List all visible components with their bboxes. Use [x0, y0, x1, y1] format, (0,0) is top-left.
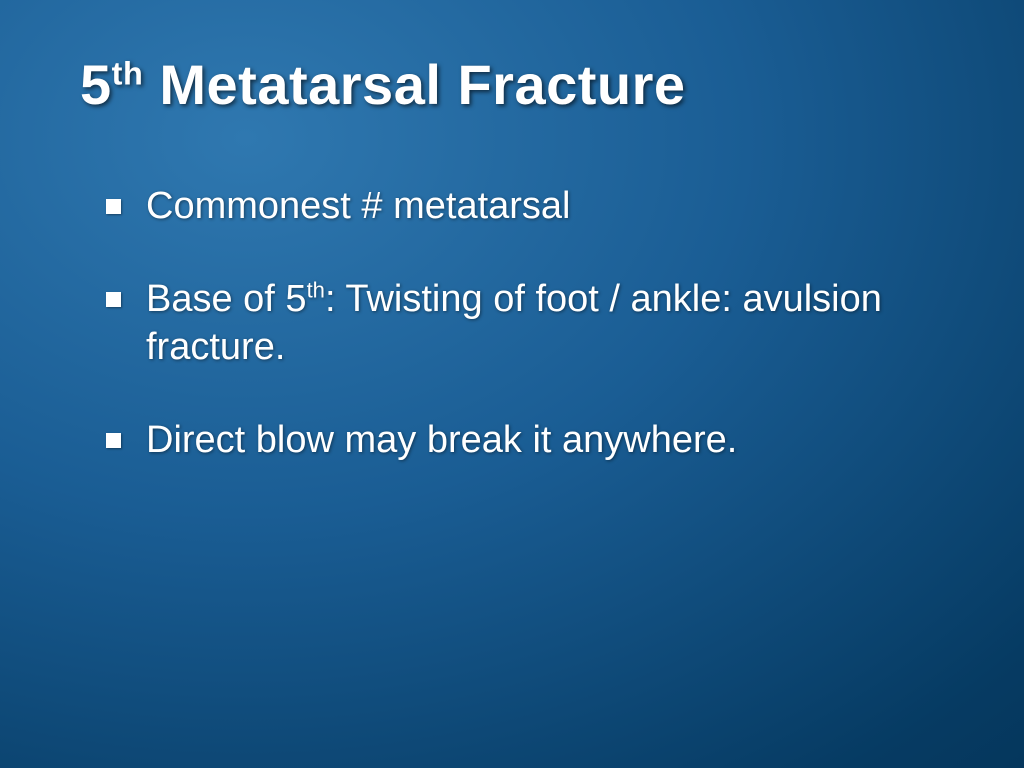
slide-title: 5th Metatarsal Fracture	[80, 56, 944, 115]
bullet-superscript: th	[307, 278, 325, 303]
title-prefix: 5	[80, 53, 112, 116]
list-item: Base of 5th: Twisting of foot / ankle: a…	[106, 276, 944, 371]
bullet-text: Direct blow may break it anywhere.	[146, 419, 737, 461]
title-superscript: th	[112, 55, 144, 91]
list-item: Commonest # metatarsal	[106, 183, 944, 231]
title-rest: Metatarsal Fracture	[143, 53, 685, 116]
list-item: Direct blow may break it anywhere.	[106, 417, 944, 465]
bullet-list: Commonest # metatarsal Base of 5th: Twis…	[80, 183, 944, 465]
bullet-text: Commonest # metatarsal	[146, 185, 571, 227]
bullet-text-pre: Base of 5	[146, 278, 307, 320]
slide: 5th Metatarsal Fracture Commonest # meta…	[0, 0, 1024, 768]
